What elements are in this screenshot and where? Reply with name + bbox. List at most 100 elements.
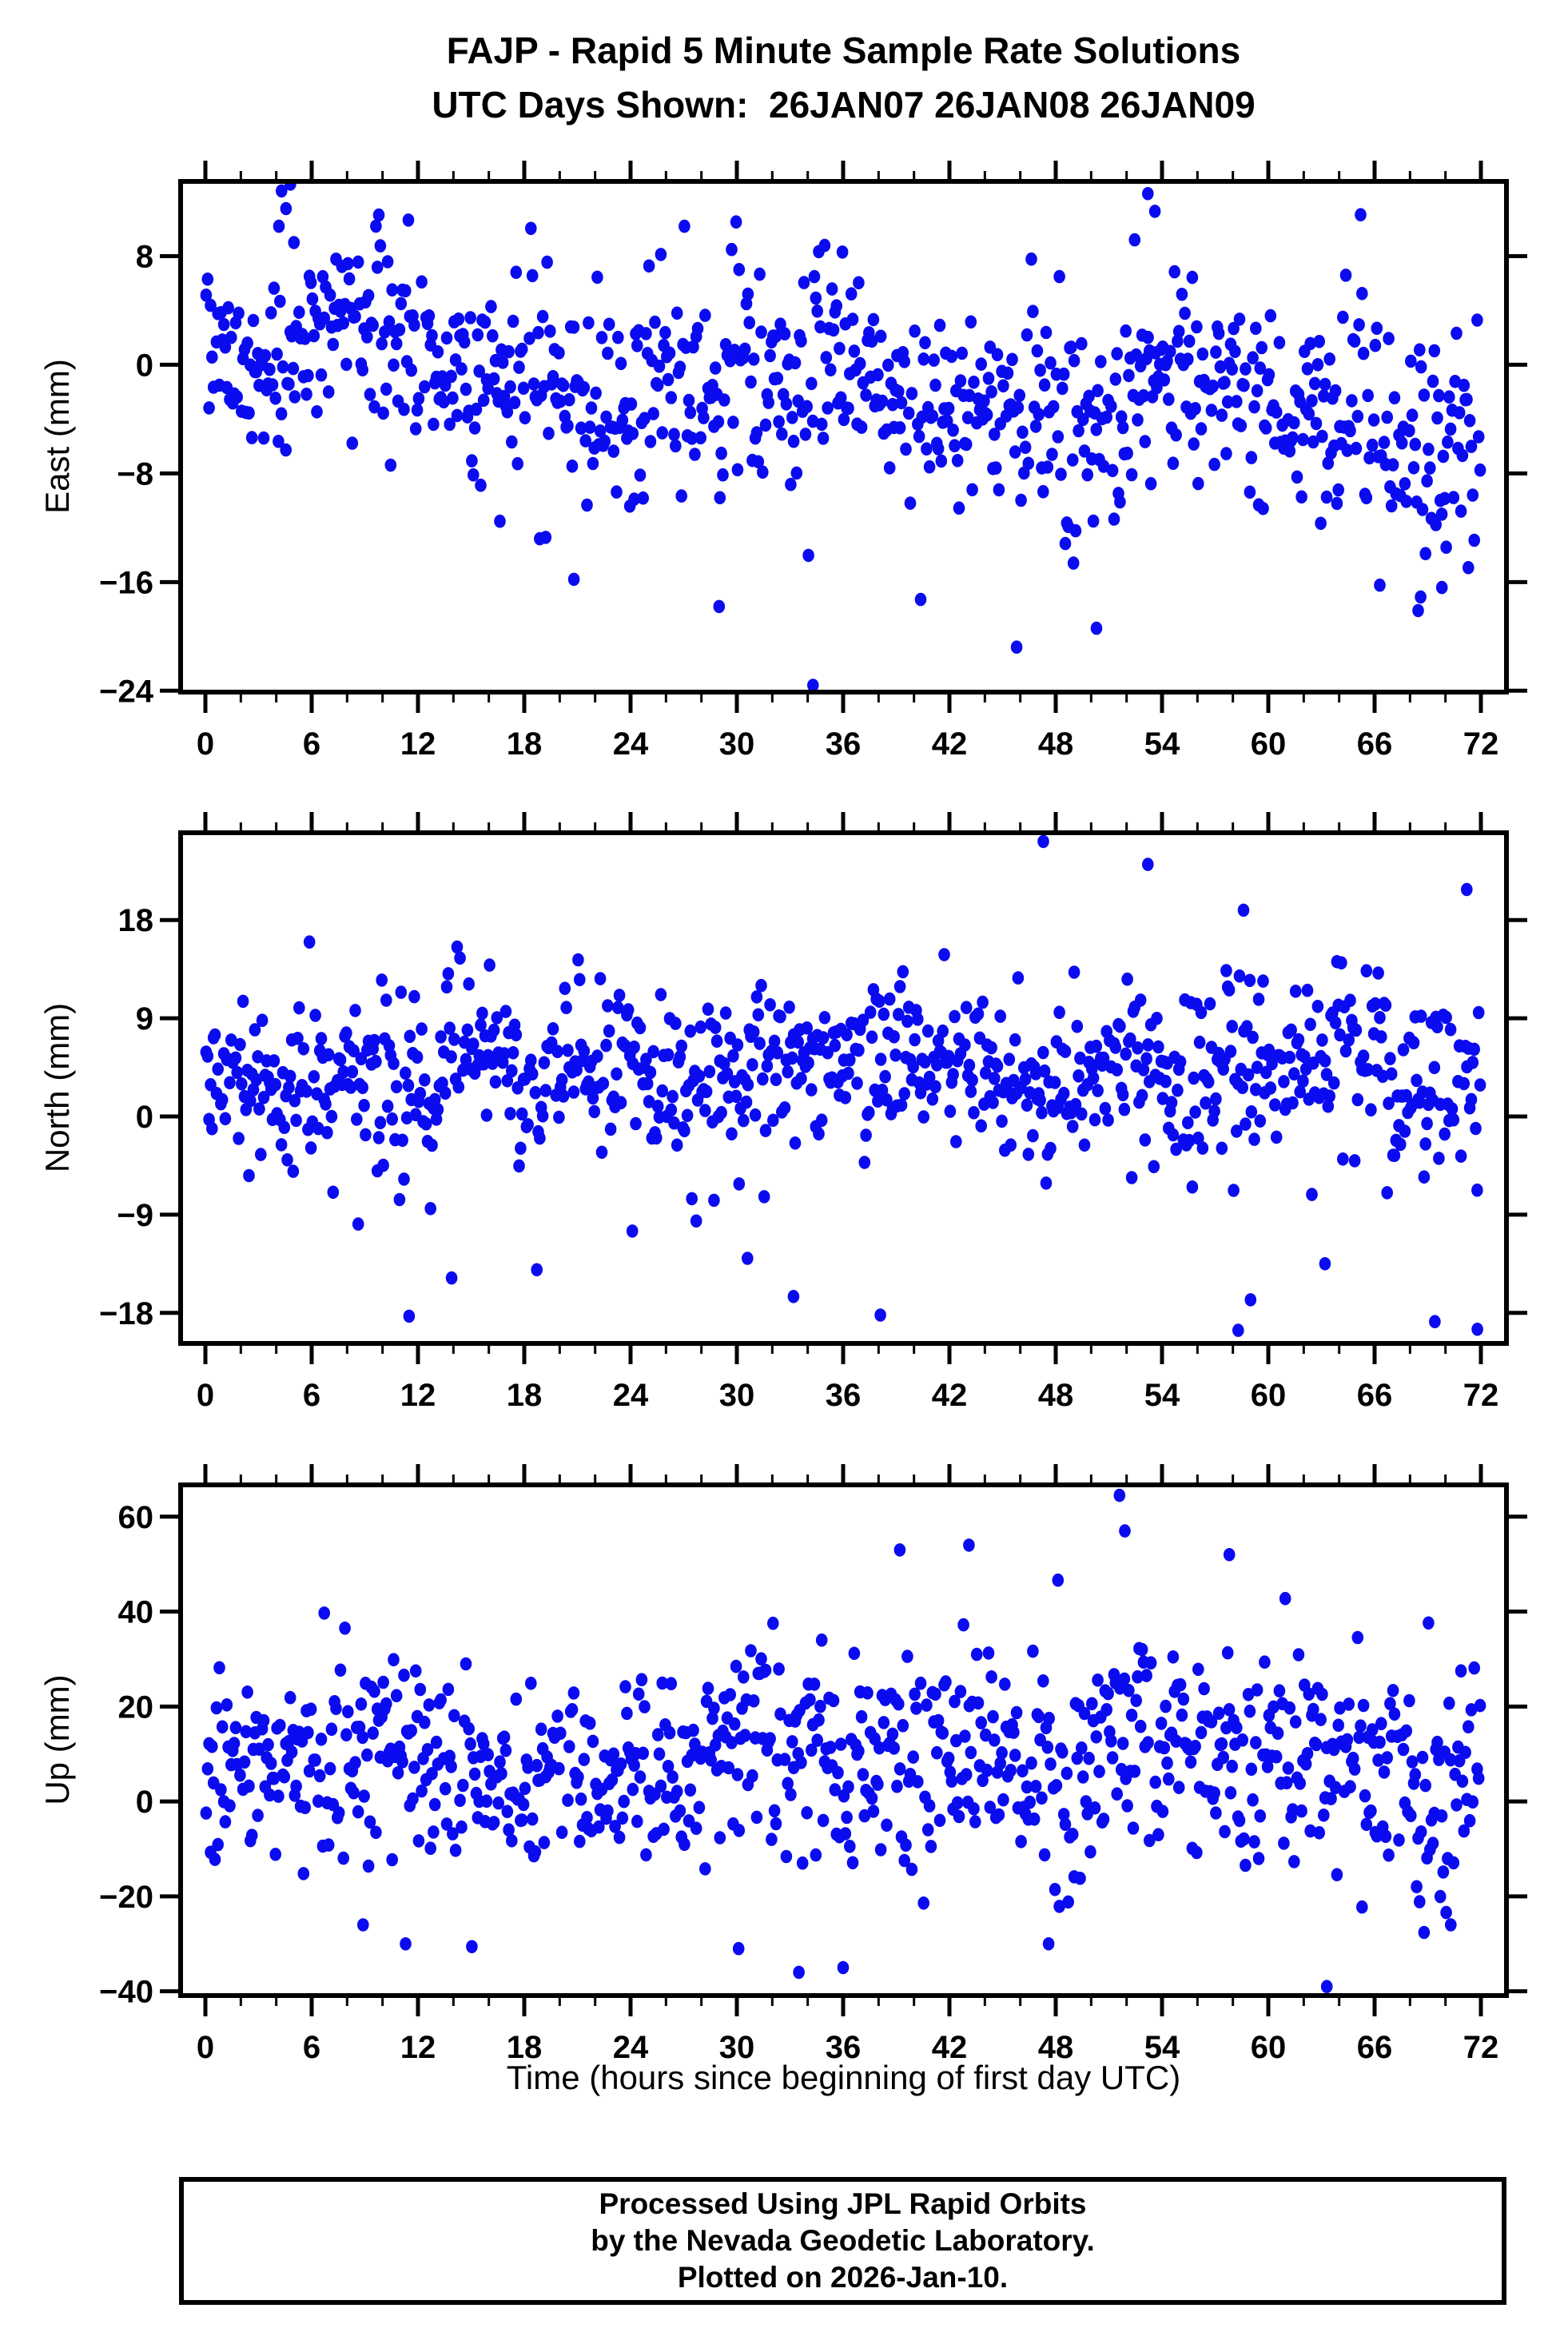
scatter-point xyxy=(621,1706,633,1721)
scatter-point xyxy=(1052,1573,1065,1587)
scatter-point xyxy=(408,318,420,332)
scatter-point xyxy=(653,359,666,373)
scatter-point xyxy=(928,353,940,367)
scatter-point xyxy=(1407,461,1420,475)
scatter-point xyxy=(1304,1017,1316,1032)
scatter-point xyxy=(370,1825,382,1840)
scatter-point xyxy=(1127,1821,1140,1835)
scatter-point xyxy=(349,1004,361,1017)
scatter-point xyxy=(965,1084,977,1098)
scatter-point xyxy=(1287,431,1299,445)
scatter-point xyxy=(515,1813,528,1827)
scatter-point xyxy=(640,1053,652,1066)
scatter-point xyxy=(1036,1105,1048,1120)
scatter-point xyxy=(951,454,964,468)
scatter-point xyxy=(340,1728,352,1741)
scatter-point xyxy=(1090,1730,1103,1744)
scatter-point xyxy=(846,1856,859,1870)
scatter-point xyxy=(212,1837,225,1852)
scatter-point xyxy=(900,442,912,456)
scatter-point xyxy=(525,1677,537,1690)
scatter-point xyxy=(1395,1137,1407,1152)
scatter-point xyxy=(551,1045,563,1058)
x-tick-label: 42 xyxy=(932,726,968,762)
scatter-point xyxy=(1310,1737,1323,1752)
scatter-point xyxy=(747,1694,760,1708)
scatter-point xyxy=(1372,966,1384,980)
scatter-point xyxy=(1119,1524,1131,1538)
figure-title: FAJP - Rapid 5 Minute Sample Rate Soluti… xyxy=(446,30,1241,71)
scatter-point xyxy=(961,411,974,424)
scatter-point xyxy=(786,1735,798,1749)
scatter-point xyxy=(284,1069,296,1084)
scatter-point xyxy=(727,1049,739,1063)
x-tick-label: 60 xyxy=(1251,1378,1287,1413)
panel-frame-north xyxy=(178,830,1509,1346)
x-tick-label: 66 xyxy=(1357,726,1393,762)
scatter-point xyxy=(1022,456,1035,471)
scatter-point xyxy=(863,1105,875,1120)
scatter-point xyxy=(640,1848,652,1862)
scatter-point xyxy=(991,1059,1004,1073)
scatter-point xyxy=(1081,468,1093,482)
scatter-point xyxy=(1076,1741,1088,1755)
scatter-point xyxy=(1228,1184,1240,1197)
scatter-point xyxy=(407,1792,419,1806)
scatter-point xyxy=(480,1108,493,1122)
scatter-point xyxy=(759,418,772,432)
scatter-point xyxy=(1167,1650,1180,1664)
scatter-point xyxy=(1285,1023,1297,1037)
scatter-point xyxy=(1351,1630,1364,1645)
scatter-point xyxy=(1114,1019,1126,1033)
scatter-point xyxy=(1322,1099,1335,1113)
scatter-point xyxy=(799,428,812,441)
scatter-point xyxy=(420,1116,432,1131)
scatter-point xyxy=(733,263,746,277)
scatter-point xyxy=(231,390,244,404)
scatter-point xyxy=(1010,1705,1023,1720)
scatter-point xyxy=(225,330,237,344)
scatter-point xyxy=(241,336,253,350)
scatter-point xyxy=(631,339,643,352)
scatter-point xyxy=(240,1725,253,1739)
scatter-series-up xyxy=(200,1488,1486,1993)
scatter-point xyxy=(405,363,417,377)
scatter-point xyxy=(451,408,464,423)
scatter-point xyxy=(750,990,763,1004)
scatter-point xyxy=(583,316,595,330)
scatter-point xyxy=(1362,388,1374,403)
scatter-point xyxy=(1165,1096,1178,1109)
scatter-point xyxy=(357,1918,369,1932)
scatter-point xyxy=(271,347,283,361)
scatter-point xyxy=(898,1853,910,1868)
scatter-point xyxy=(297,1867,310,1880)
scatter-point xyxy=(380,1697,392,1711)
scatter-point xyxy=(1216,1141,1228,1156)
scatter-point xyxy=(923,1070,936,1084)
x-tick-label: 24 xyxy=(613,1378,649,1413)
scatter-point xyxy=(773,415,785,429)
scatter-point xyxy=(874,1843,887,1857)
scatter-point xyxy=(1372,1753,1384,1767)
scatter-point xyxy=(738,1729,751,1742)
y-tick-label: 8 xyxy=(136,239,153,274)
scatter-point xyxy=(1208,457,1220,472)
x-tick-label: 54 xyxy=(1144,2030,1180,2065)
scatter-point xyxy=(787,434,800,448)
scatter-point xyxy=(384,458,397,472)
scatter-point xyxy=(445,1050,457,1064)
scatter-point xyxy=(515,1107,528,1121)
scatter-point xyxy=(1359,1789,1371,1803)
scatter-point xyxy=(458,335,471,349)
scatter-point xyxy=(679,1837,690,1852)
scatter-point xyxy=(1137,388,1150,403)
footer-line: Processed Using JPL Rapid Orbits xyxy=(599,2187,1087,2220)
scatter-point xyxy=(463,977,475,991)
scatter-point xyxy=(618,1794,630,1809)
scatter-point xyxy=(1053,1005,1065,1019)
scatter-point xyxy=(675,1039,687,1053)
scatter-point xyxy=(1019,1073,1032,1086)
scatter-point xyxy=(954,1685,967,1698)
scatter-point xyxy=(494,514,506,528)
scatter-point xyxy=(412,392,425,406)
